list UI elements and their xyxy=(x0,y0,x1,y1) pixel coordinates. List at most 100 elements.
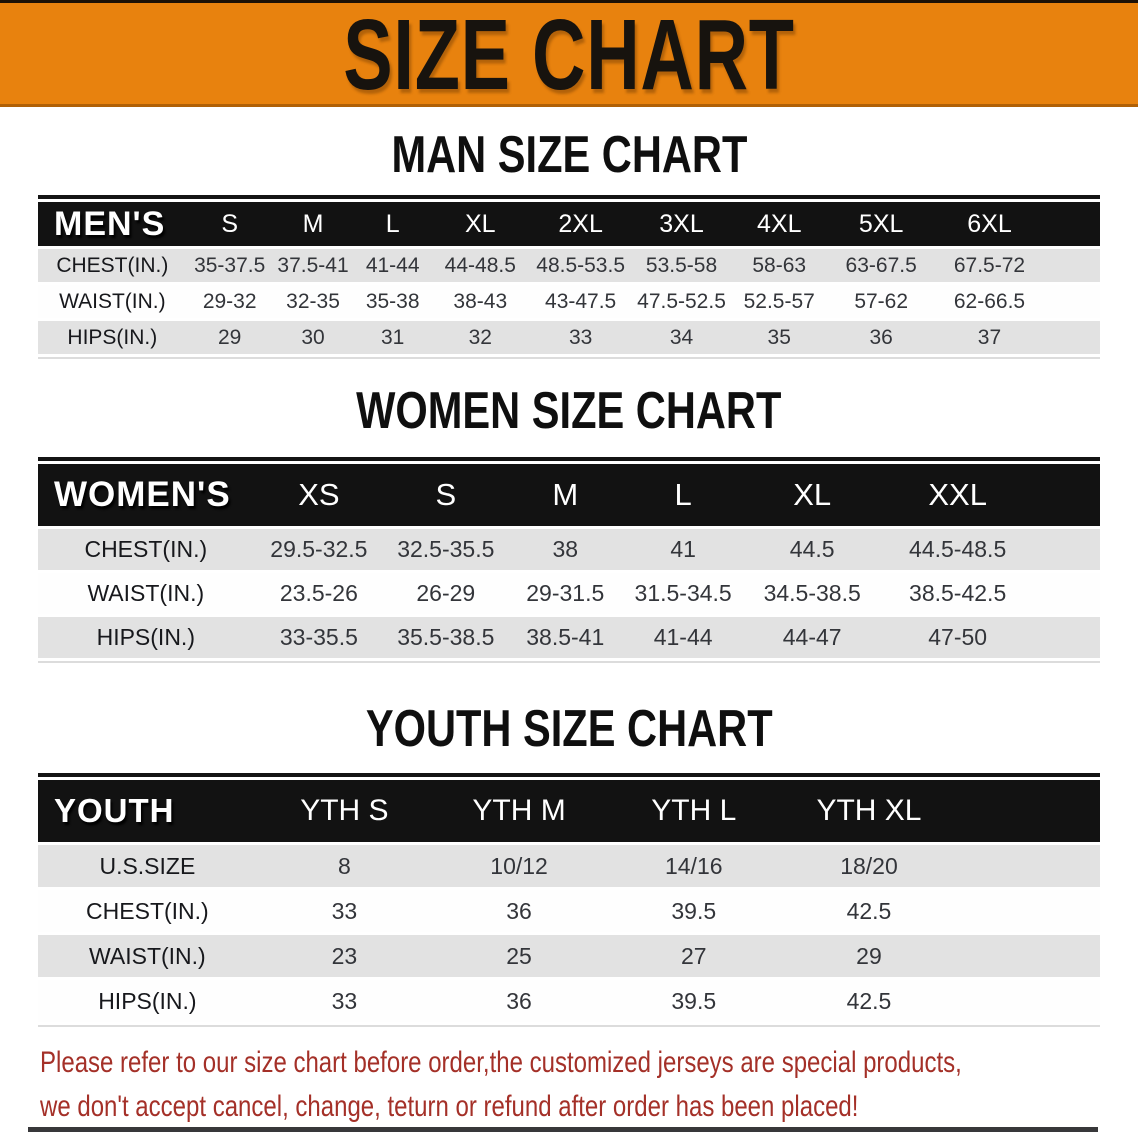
measurement-value: 36 xyxy=(828,321,935,354)
size-column-header: L xyxy=(623,464,744,526)
women-heading-text: WOMEN SIZE CHART xyxy=(356,382,782,440)
spacer-cell xyxy=(1044,202,1100,246)
women-size-table: WOMEN'S XS S M L XL XXL CHEST(IN.) 29.5-32.5 32.5… xyxy=(38,461,1100,661)
measurement-value: 33-35.5 xyxy=(253,617,385,658)
measurement-value: 67.5-72 xyxy=(934,249,1045,282)
measurement-label: WAIST(IN.) xyxy=(38,573,254,614)
size-column-header: XS xyxy=(253,464,385,526)
measurement-value: 27 xyxy=(606,935,782,977)
measurement-value: 33 xyxy=(256,890,432,932)
measurement-value: 34 xyxy=(632,321,731,354)
measurement-value: 10/12 xyxy=(431,845,607,887)
measurement-row: HIPS(IN.) 29 30 31 32 33 34 35 36 37 xyxy=(38,321,1100,354)
women-size-table-wrap: WOMEN'S XS S M L XL XXL CHEST(IN.) 29.5-32.5 32.5… xyxy=(38,457,1100,663)
spacer-cell xyxy=(956,935,1100,977)
measurement-value: 29.5-32.5 xyxy=(253,529,385,570)
measurement-value: 23.5-26 xyxy=(253,573,385,614)
measurement-value: 36 xyxy=(431,980,607,1022)
size-column-header: M xyxy=(507,464,624,526)
spacer-cell xyxy=(956,780,1100,842)
men-section-heading: MAN SIZE CHART xyxy=(0,107,1138,195)
measurement-value: 18/20 xyxy=(781,845,957,887)
size-column-header: YTH XL xyxy=(781,780,957,842)
measurement-value: 44-47 xyxy=(743,617,882,658)
bottom-edge-strip xyxy=(28,1127,1098,1132)
size-column-header: S xyxy=(384,464,508,526)
measurement-label: CHEST(IN.) xyxy=(38,249,187,282)
measurement-value: 62-66.5 xyxy=(934,285,1045,318)
measurement-value: 32.5-35.5 xyxy=(384,529,508,570)
measurement-value: 37.5-41 xyxy=(272,249,354,282)
measurement-value: 58-63 xyxy=(730,249,829,282)
measurement-value: 52.5-57 xyxy=(730,285,829,318)
measurement-value: 23 xyxy=(256,935,432,977)
measurement-value: 32 xyxy=(431,321,529,354)
measurement-value: 39.5 xyxy=(606,890,782,932)
youth-size-section: YOUTH SIZE CHART YOUTH YTH S YTH M YTH L YTH… xyxy=(0,663,1138,1027)
measurement-label: CHEST(IN.) xyxy=(38,529,254,570)
measurement-value: 38-43 xyxy=(431,285,529,318)
measurement-label: HIPS(IN.) xyxy=(38,617,254,658)
measurement-value: 44-48.5 xyxy=(431,249,529,282)
spacer-cell xyxy=(1034,464,1100,526)
spacer-cell xyxy=(956,845,1100,887)
size-column-header: YTH M xyxy=(431,780,607,842)
youth-section-heading: YOUTH SIZE CHART xyxy=(0,663,1138,773)
measurement-value: 35-38 xyxy=(353,285,432,318)
size-column-header: 4XL xyxy=(730,202,829,246)
measurement-value: 29 xyxy=(781,935,957,977)
size-column-header: 3XL xyxy=(632,202,731,246)
measurement-label: HIPS(IN.) xyxy=(38,321,187,354)
measurement-value: 25 xyxy=(431,935,607,977)
size-column-header: M xyxy=(272,202,354,246)
size-column-header: S xyxy=(186,202,273,246)
spacer-cell xyxy=(956,890,1100,932)
measurement-value: 35.5-38.5 xyxy=(384,617,508,658)
size-column-header: YTH S xyxy=(256,780,432,842)
youth-heading-text: YOUTH SIZE CHART xyxy=(365,700,773,758)
men-size-table: MEN'S S M L XL 2XL 3XL 4XL 5XL 6XL CHEST(IN.) 35-37… xyxy=(38,199,1100,357)
size-header-row: MEN'S S M L XL 2XL 3XL 4XL 5XL 6XL xyxy=(38,202,1100,246)
size-header-row: WOMEN'S XS S M L XL XXL xyxy=(38,464,1100,526)
banner-title: SIZE CHART xyxy=(343,0,795,111)
spacer-cell xyxy=(1044,249,1100,282)
measurement-row: WAIST(IN.) 29-32 32-35 35-38 38-43 43-47.5 47.… xyxy=(38,285,1100,318)
measurement-label: CHEST(IN.) xyxy=(38,890,257,932)
measurement-row: WAIST(IN.) 23 25 27 29 xyxy=(38,935,1100,977)
measurement-row: HIPS(IN.) 33-35.5 35.5-38.5 38.5-41 41-44 44-… xyxy=(38,617,1100,658)
measurement-value: 41-44 xyxy=(623,617,744,658)
youth-size-table-wrap: YOUTH YTH S YTH M YTH L YTH XL U.S.SIZE 8 10/12… xyxy=(38,773,1100,1027)
spacer-cell xyxy=(956,980,1100,1022)
size-column-header: 6XL xyxy=(934,202,1045,246)
size-column-header: XL xyxy=(743,464,882,526)
measurement-value: 36 xyxy=(431,890,607,932)
measurement-row: CHEST(IN.) 35-37.5 37.5-41 41-44 44-48.5 48.5… xyxy=(38,249,1100,282)
measurement-label: HIPS(IN.) xyxy=(38,980,257,1022)
table-corner-label: YOUTH xyxy=(38,780,257,842)
measurement-value: 48.5-53.5 xyxy=(528,249,633,282)
size-column-header: YTH L xyxy=(606,780,782,842)
measurement-value: 26-29 xyxy=(384,573,508,614)
spacer-cell xyxy=(1034,617,1100,658)
disclaimer-line-1: Please refer to our size chart before or… xyxy=(40,1046,962,1079)
spacer-cell xyxy=(1034,529,1100,570)
measurement-row: CHEST(IN.) 33 36 39.5 42.5 xyxy=(38,890,1100,932)
table-corner-label: MEN'S xyxy=(38,202,187,246)
measurement-value: 39.5 xyxy=(606,980,782,1022)
size-column-header: XL xyxy=(431,202,529,246)
men-size-table-wrap: MEN'S S M L XL 2XL 3XL 4XL 5XL 6XL CHEST(IN.) 35-37… xyxy=(38,195,1100,359)
measurement-value: 33 xyxy=(528,321,633,354)
table-corner-label: WOMEN'S xyxy=(38,464,254,526)
measurement-value: 38 xyxy=(507,529,624,570)
measurement-value: 57-62 xyxy=(828,285,935,318)
measurement-value: 41-44 xyxy=(353,249,432,282)
men-size-section: MAN SIZE CHART MEN'S S M L XL 2XL 3XL 4XL 5XL 6XL… xyxy=(0,107,1138,359)
measurement-value: 44.5-48.5 xyxy=(881,529,1035,570)
measurement-value: 53.5-58 xyxy=(632,249,731,282)
measurement-label: WAIST(IN.) xyxy=(38,285,187,318)
spacer-cell xyxy=(1034,573,1100,614)
size-chart-banner: SIZE CHART xyxy=(0,0,1138,107)
measurement-label: U.S.SIZE xyxy=(38,845,257,887)
spacer-cell xyxy=(1044,285,1100,318)
measurement-value: 14/16 xyxy=(606,845,782,887)
